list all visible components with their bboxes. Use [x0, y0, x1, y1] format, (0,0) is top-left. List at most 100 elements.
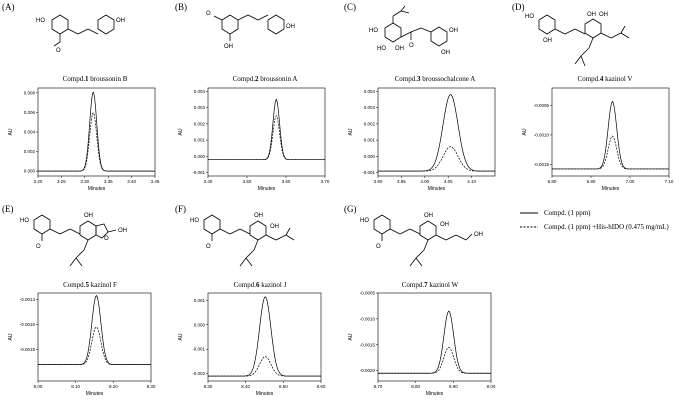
- y-axis-label: AU: [178, 128, 184, 135]
- y-tick-label: -0.0020: [360, 368, 376, 373]
- x-axis-label: Minutes: [88, 186, 106, 192]
- svg-text:O: O: [36, 244, 41, 250]
- y-tick-label: 0.004: [24, 130, 36, 135]
- x-tick-label: 8.70: [374, 384, 383, 389]
- svg-text:OH: OH: [440, 222, 449, 228]
- x-tick-label: 8.50: [279, 384, 288, 389]
- y-axis-label: AU: [8, 333, 14, 340]
- structure-compound-2: O OH OH: [206, 11, 295, 50]
- x-tick-label: 6.80: [548, 179, 557, 184]
- x-tick-label: 8.20: [109, 384, 118, 389]
- structure-compound-1: HO OH O: [36, 14, 125, 54]
- svg-text:OH: OH: [599, 12, 608, 18]
- y-tick-label: 0.003: [364, 105, 376, 110]
- compound-number-2: 2: [254, 75, 259, 83]
- y-tick-label: 0.001: [364, 138, 376, 143]
- series-dashed-line: [38, 112, 155, 172]
- legend-dashed-line-icon: [520, 226, 538, 228]
- y-tick-label: 0.004: [194, 89, 206, 94]
- svg-text:O: O: [206, 244, 211, 250]
- y-tick-label: -0.0010: [534, 132, 550, 137]
- y-tick-label: 0.002: [194, 121, 206, 126]
- x-tick-label: 3.45: [151, 179, 160, 184]
- y-tick-label: 0.001: [194, 298, 206, 303]
- x-tick-label: 3.30: [80, 179, 89, 184]
- compound-name-7: kazinol W: [429, 281, 459, 289]
- svg-text:HO: HO: [360, 218, 369, 224]
- panel-label-c: (C): [344, 2, 356, 12]
- structure-compound-5: HO OH O OH O: [20, 213, 127, 267]
- x-tick-label: 8.30: [147, 384, 156, 389]
- svg-text:OH: OH: [84, 213, 93, 219]
- x-tick-label: 3.35: [104, 179, 113, 184]
- series-dashed-line: [378, 146, 495, 172]
- y-tick-label: 0.001: [194, 138, 206, 143]
- x-tick-label: 8.00: [34, 384, 43, 389]
- structure-compound-7: HO OH OH OH O: [360, 213, 483, 267]
- x-axis-label: Minutes: [86, 391, 104, 397]
- y-tick-label: -0.0015: [534, 162, 550, 167]
- x-tick-label: 6.90: [587, 179, 596, 184]
- x-tick-label: 3.95: [397, 179, 406, 184]
- y-axis-label: AU: [348, 333, 354, 340]
- chart-title-4: Compd.4 kazinol V: [577, 75, 633, 83]
- x-tick-label: 3.25: [57, 179, 66, 184]
- svg-text:OH: OH: [474, 232, 483, 238]
- compound-number-3: 3: [417, 75, 421, 83]
- x-tick-label: 3.40: [204, 179, 213, 184]
- y-tick-label: -0.001: [192, 170, 205, 175]
- y-tick-label: 0.000: [194, 154, 206, 159]
- y-tick-label: -0.0014: [20, 297, 36, 302]
- y-tick-label: 0.000: [194, 322, 206, 327]
- x-tick-label: 4.10: [467, 179, 476, 184]
- svg-text:OH: OH: [254, 213, 263, 219]
- y-tick-label: 0.000: [24, 169, 36, 174]
- legend: Compd. (1 ppm) Compd. (1 ppm) +His-hIDO …: [520, 206, 685, 234]
- x-tick-label: 8.80: [411, 384, 420, 389]
- y-tick-label: -0.0010: [360, 316, 376, 321]
- chart-title-3: Compd.3 broussochalcone A: [394, 75, 476, 83]
- y-tick-label: -0.0018: [20, 347, 36, 352]
- compound-name-2: broussonin A: [260, 75, 298, 83]
- y-tick-label: -0.002: [192, 371, 205, 376]
- x-tick-label: 3.20: [34, 179, 43, 184]
- series-dashed-line: [38, 326, 151, 366]
- x-tick-label: 3.40: [127, 179, 136, 184]
- panel-label-d: (D): [512, 2, 525, 12]
- x-axis-label: Minutes: [258, 186, 276, 192]
- chart-title-7: Compd.7 kazinol W: [401, 281, 459, 289]
- panel-label-b: (B): [175, 2, 187, 12]
- plot-frame-6: [207, 292, 322, 382]
- x-tick-label: 4.00: [420, 179, 429, 184]
- x-tick-label: 8.30: [204, 384, 213, 389]
- x-tick-label: 3.70: [321, 179, 330, 184]
- compound-name-5: kazinol F: [90, 281, 117, 289]
- compound-number-5: 5: [85, 281, 89, 289]
- compound-number-1: 1: [84, 75, 89, 83]
- series-dashed-line: [208, 114, 325, 161]
- compound-number-6: 6: [256, 281, 260, 289]
- y-tick-label: 0.004: [364, 89, 376, 94]
- x-tick-label: 4.05: [444, 179, 453, 184]
- x-tick-label: 3.90: [374, 179, 383, 184]
- y-axis-label: AU: [8, 128, 14, 135]
- plot-frame-5: [37, 292, 152, 382]
- svg-text:OH: OH: [441, 50, 450, 56]
- svg-text:HO: HO: [36, 18, 45, 24]
- svg-text:OH: OH: [449, 28, 458, 34]
- x-tick-label: 8.10: [71, 384, 80, 389]
- structure-compound-3: HO HO OH O OH OH: [369, 5, 458, 56]
- x-tick-label: 8.90: [449, 384, 458, 389]
- y-axis-label: AU: [178, 333, 184, 340]
- x-axis-label: Minutes: [426, 391, 444, 397]
- svg-text:O: O: [409, 43, 414, 49]
- y-tick-label: 0.006: [24, 110, 36, 115]
- y-tick-label: -0.001: [192, 347, 205, 352]
- y-tick-label: -0.0015: [360, 342, 376, 347]
- svg-text:HO: HO: [190, 218, 199, 224]
